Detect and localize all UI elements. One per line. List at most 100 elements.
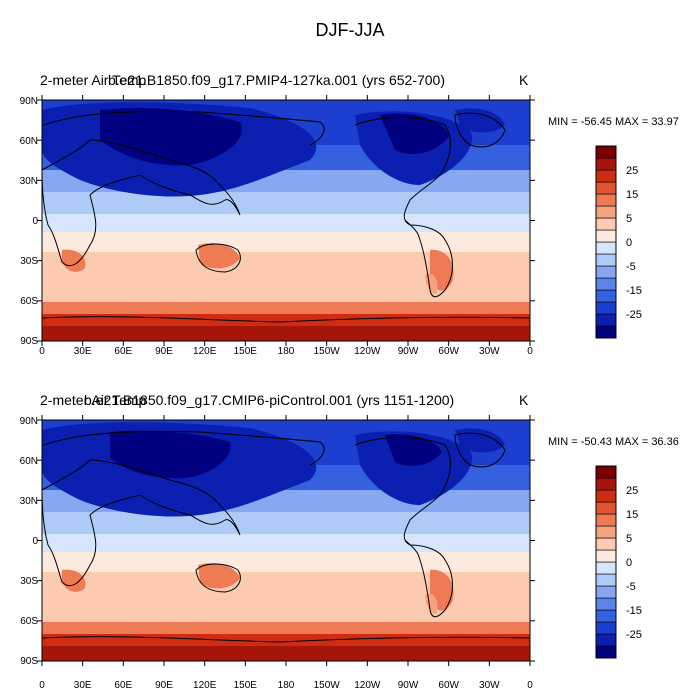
- colorbar-swatch: [595, 525, 617, 539]
- colorbar-label: -15: [626, 605, 642, 617]
- colorbar-label: 25: [626, 165, 638, 177]
- lat-label: 60S: [20, 296, 38, 307]
- lat-label: 60S: [20, 616, 38, 627]
- lat-label: 60N: [20, 456, 38, 467]
- lon-label: 60W: [438, 346, 459, 357]
- colorbar-label: -25: [626, 629, 642, 641]
- lon-label: 0: [39, 680, 45, 691]
- panel-units: K: [519, 392, 529, 408]
- lon-label: 90E: [155, 346, 173, 357]
- colorbar-swatch: [595, 289, 617, 303]
- colorbar: 25 15 5 0 -5 -15 -25: [595, 465, 642, 659]
- colorbar-swatch: [595, 217, 617, 231]
- panel-title-center: b.e21.B1850.f09_g17.PMIP4-127ka.001 (yrs…: [108, 72, 446, 88]
- colorbar-swatch: [595, 645, 617, 659]
- lon-label: 60E: [114, 346, 132, 357]
- coastlines: [42, 430, 530, 643]
- colorbar-label: 15: [626, 509, 638, 521]
- panel-minmax: MIN = -50.43 MAX = 36.36: [548, 436, 679, 448]
- colorbar-swatch: [595, 253, 617, 267]
- panel-bottom: 2-meter Air Temp b.e21.B1850.f09_g17.CMI…: [0, 320, 700, 700]
- colorbar-label: 25: [626, 485, 638, 497]
- lon-label: 150W: [314, 680, 341, 691]
- colorbar-label: 0: [626, 557, 632, 569]
- panel-title-left: 2-meter Air Temp: [40, 392, 147, 408]
- panel-minmax: MIN = -56.45 MAX = 33.97: [548, 116, 679, 128]
- lon-label: 30W: [479, 346, 500, 357]
- colorbar-swatch: [595, 561, 617, 575]
- colorbar-swatch: [595, 597, 617, 611]
- lon-label: 30E: [74, 346, 92, 357]
- lat-label: 30S: [20, 576, 38, 587]
- colorbar-swatch: [595, 585, 617, 599]
- lat-label: 90N: [20, 416, 38, 427]
- colorbar-label: 0: [626, 237, 632, 249]
- colorbar-label: -5: [626, 261, 636, 273]
- colorbar-swatch: [595, 489, 617, 503]
- colorbar-swatch: [595, 241, 617, 255]
- colorbar-swatch: [595, 465, 617, 479]
- lon-label: 180: [278, 680, 295, 691]
- lat-label: 30N: [20, 176, 38, 187]
- panel-top: 2-meter Air Temp b.e21.B1850.f09_g17.PMI…: [20, 72, 679, 357]
- colorbar-swatch: [595, 477, 617, 491]
- colorbar-swatch: [595, 633, 617, 647]
- colorbar-swatch: [595, 549, 617, 563]
- colorbar-swatch: [595, 181, 617, 195]
- map-top: 90N 60N 30N 0 30S 60S 90S 0 30E 60E 90E …: [20, 95, 642, 357]
- colorbar-label: -25: [626, 309, 642, 321]
- axis-ticks: [37, 415, 535, 666]
- lon-label: 0: [527, 346, 533, 357]
- lon-label: 150E: [234, 680, 258, 691]
- lat-label: 60N: [20, 136, 38, 147]
- colorbar-swatch: [595, 609, 617, 623]
- colorbar-label: 5: [626, 213, 632, 225]
- coastlines: [42, 110, 530, 323]
- colorbar-swatch: [595, 277, 617, 291]
- colorbar-swatch: [595, 513, 617, 527]
- lon-label: 120W: [354, 346, 381, 357]
- temperature-field: [42, 420, 530, 661]
- lon-label: 150W: [314, 346, 341, 357]
- colorbar-swatch: [595, 157, 617, 171]
- colorbar-swatch: [595, 265, 617, 279]
- colorbar-label: -5: [626, 581, 636, 593]
- lon-label: 90W: [398, 346, 419, 357]
- colorbar-swatch: [595, 501, 617, 515]
- lon-label: 180: [278, 346, 295, 357]
- colorbar-label: 15: [626, 189, 638, 201]
- colorbar-swatch: [595, 301, 617, 315]
- figure-title: DJF-JJA: [315, 20, 385, 40]
- colorbar-label: 5: [626, 533, 632, 545]
- colorbar: 25 15 5 0 -5 -15 -25: [595, 145, 642, 339]
- colorbar-swatch: [595, 573, 617, 587]
- colorbar-swatch: [595, 537, 617, 551]
- lat-label: 90S: [20, 656, 38, 667]
- lat-label: 30S: [20, 256, 38, 267]
- lon-label: 30E: [74, 680, 92, 691]
- colorbar-swatch: [595, 205, 617, 219]
- lon-label: 0: [39, 346, 45, 357]
- colorbar-swatch: [595, 229, 617, 243]
- map-bottom: 90N 60N 30N 0 30S 60S 90S 0 30E 60E 90E …: [20, 415, 642, 691]
- lon-label: 90E: [155, 680, 173, 691]
- axis-ticks: [37, 95, 535, 346]
- lon-label: 150E: [234, 346, 258, 357]
- lon-label: 60E: [114, 680, 132, 691]
- lon-label: 0: [527, 680, 533, 691]
- lon-label: 120W: [354, 680, 381, 691]
- panel-title-left: 2-meter Air Temp: [40, 72, 147, 88]
- colorbar-swatch: [595, 145, 617, 159]
- lat-label: 90N: [20, 96, 38, 107]
- colorbar-swatch: [595, 169, 617, 183]
- lon-label: 90W: [398, 680, 419, 691]
- colorbar-swatch: [595, 193, 617, 207]
- lon-label: 30W: [479, 680, 500, 691]
- colorbar-label: -15: [626, 285, 642, 297]
- lat-label: 0: [32, 536, 38, 547]
- temperature-field: [42, 100, 530, 341]
- lon-label: 60W: [438, 680, 459, 691]
- lat-label: 0: [32, 216, 38, 227]
- panel-title-center: b.e21.B1850.f09_g17.CMIP6-piControl.001 …: [84, 392, 455, 408]
